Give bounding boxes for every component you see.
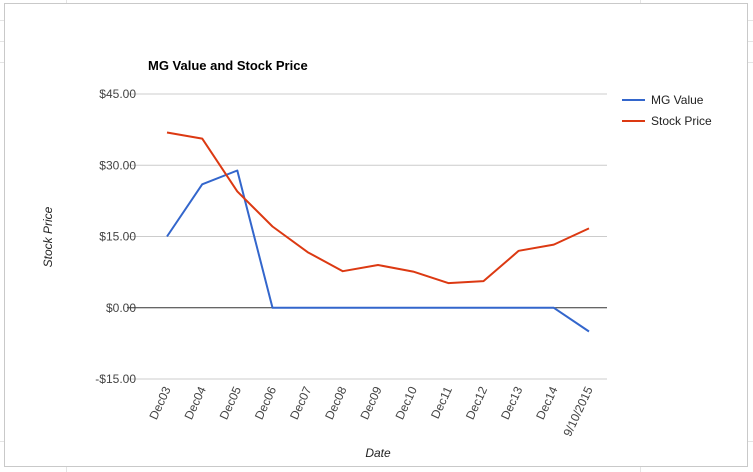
y-tick-label: $15.00 [99, 230, 136, 244]
chart-container[interactable]: MG Value and Stock Price $45.00 $30.00 $15… [4, 3, 748, 467]
series-line-stock-price[interactable] [166, 131, 590, 285]
series-layer [166, 131, 590, 333]
x-tick-label: Dec13 [498, 384, 525, 422]
legend-label: Stock Price [651, 114, 712, 128]
x-axis-title: Date [365, 446, 391, 460]
y-tick-label: $0.00 [106, 301, 136, 315]
x-tick-label: Dec14 [533, 384, 560, 422]
y-tick-label: -$15.00 [95, 372, 136, 386]
chart-title: MG Value and Stock Price [148, 58, 308, 73]
x-tick-label: Dec04 [182, 384, 209, 422]
x-tick-label: 9/10/2015 [560, 384, 595, 439]
x-tick-label: Dec10 [393, 384, 420, 422]
legend: MG Value Stock Price [622, 93, 712, 128]
x-tick-label: Dec06 [252, 384, 279, 422]
x-axis-ticks: Dec03 Dec04 Dec05 Dec06 Dec07 Dec08 Dec09 Dec10… [146, 384, 595, 439]
line-chart: MG Value and Stock Price $45.00 $30.00 $15… [41, 58, 712, 460]
legend-label: MG Value [651, 93, 704, 107]
y-tick-label: $30.00 [99, 158, 136, 172]
series-line-mg-value[interactable] [166, 169, 590, 333]
y-axis-ticks: $45.00 $30.00 $15.00 $0.00 -$15.00 [95, 87, 136, 386]
x-tick-label: Dec07 [287, 384, 314, 422]
x-tick-label: Dec12 [463, 384, 490, 422]
x-tick-label: Dec11 [428, 384, 455, 421]
x-tick-label: Dec05 [217, 384, 244, 422]
x-tick-label: Dec03 [146, 384, 173, 422]
y-axis-title: Stock Price [41, 206, 55, 267]
y-tick-label: $45.00 [99, 87, 136, 101]
x-tick-label: Dec09 [357, 384, 384, 422]
x-tick-label: Dec08 [322, 384, 349, 422]
grid-layer [127, 93, 607, 380]
